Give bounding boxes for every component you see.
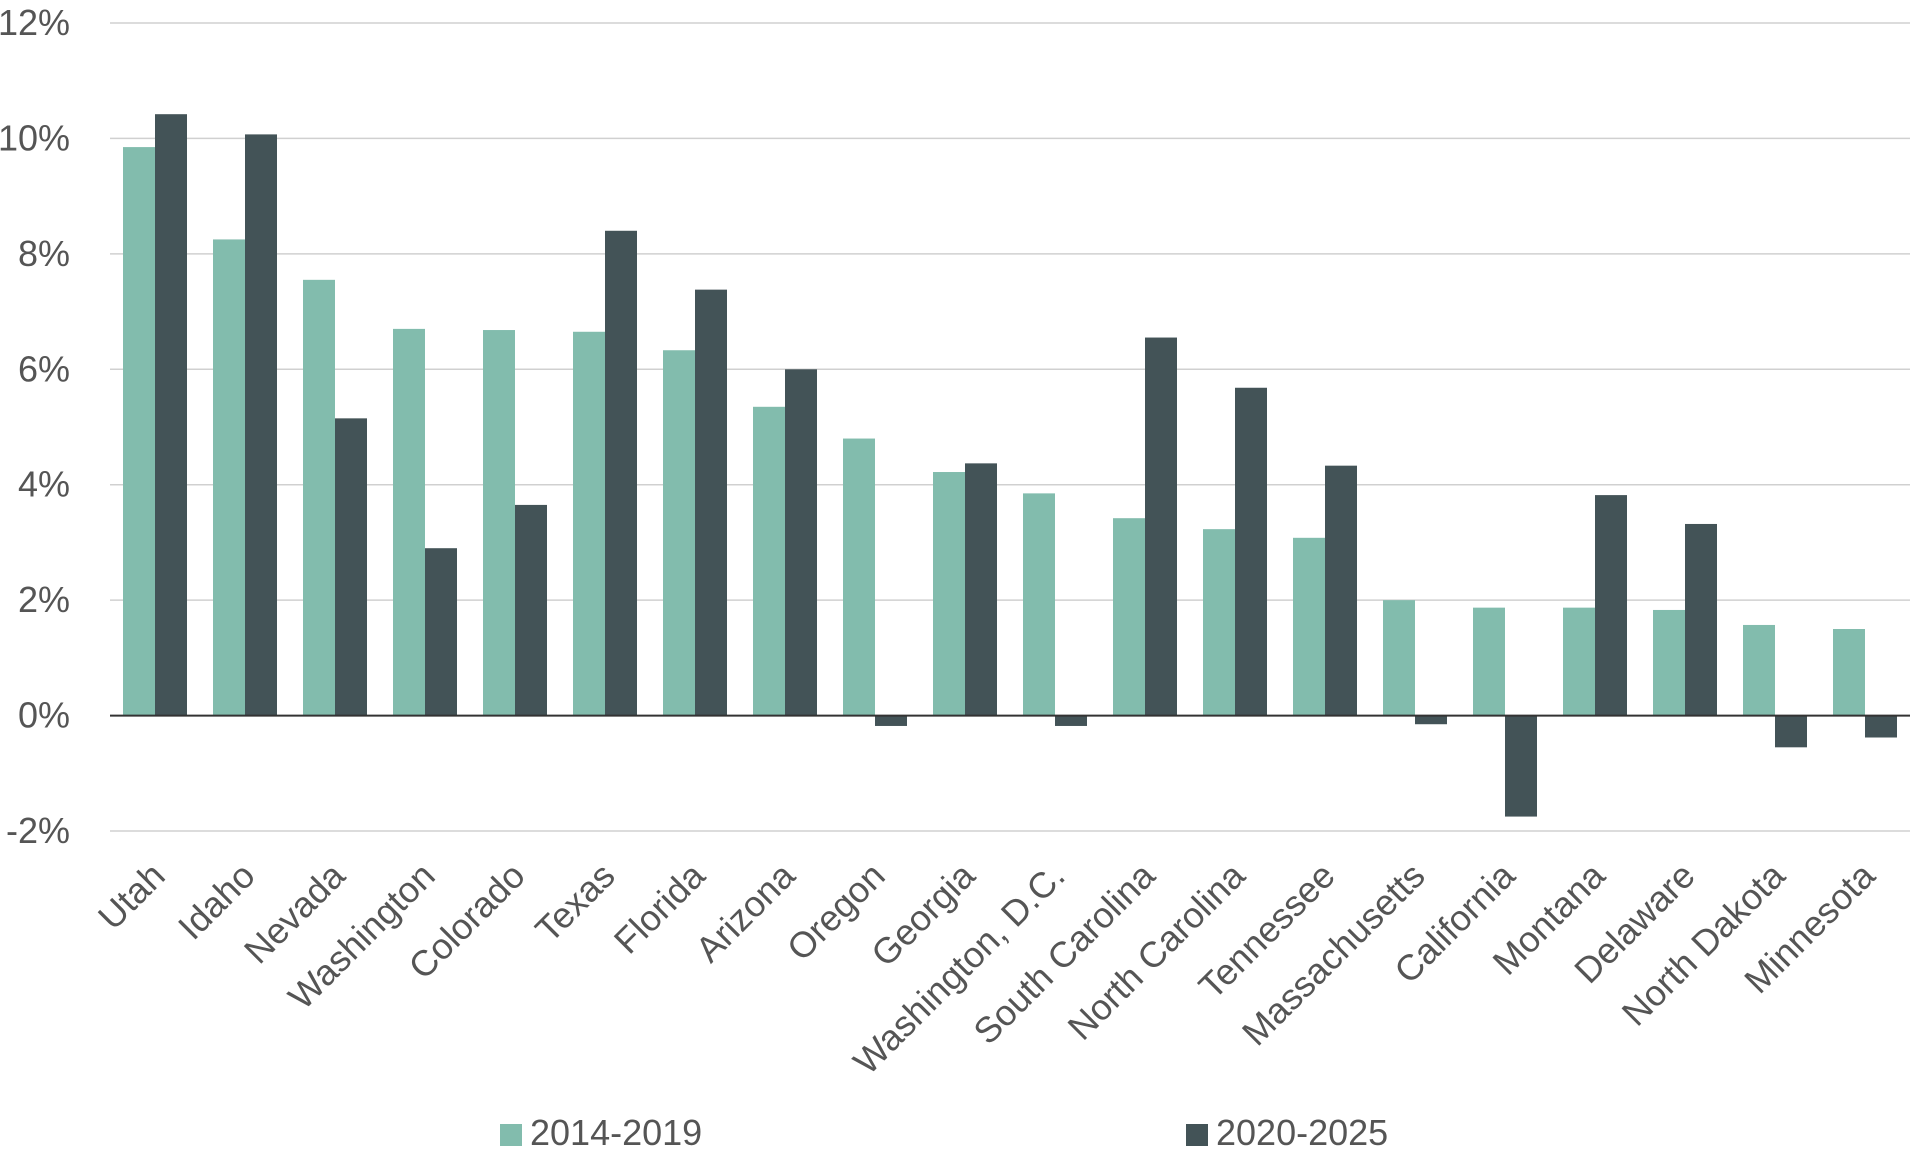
bar-2020-2025-Delaware <box>1685 523 1717 716</box>
bar-2014-2019-Utah <box>123 147 155 716</box>
y-tick-label: 12% <box>0 2 70 43</box>
bar-2014-2019-Idaho <box>213 239 245 716</box>
bar-2014-2019-Florida <box>663 350 695 716</box>
bar-2020-2025-Florida <box>695 289 727 716</box>
bar-2020-2025-Washington <box>425 548 457 716</box>
bar-2014-2019-Washington <box>393 328 425 716</box>
bar-2014-2019-Delaware <box>1653 609 1685 716</box>
bar-2014-2019-Washington, D.C. <box>1023 493 1055 716</box>
bar-2020-2025-Georgia <box>965 463 997 716</box>
bar-2020-2025-Tennessee <box>1325 465 1357 716</box>
bar-2020-2025-Colorado <box>515 504 547 716</box>
bar-2014-2019-Montana <box>1563 607 1595 716</box>
bar-2014-2019-Georgia <box>933 472 965 716</box>
bar-2020-2025-Minnesota <box>1865 715 1897 738</box>
bar-2014-2019-Colorado <box>483 330 515 716</box>
y-tick-label: 2% <box>18 579 70 620</box>
legend-label: 2020-2025 <box>1216 1112 1388 1153</box>
y-tick-label: 0% <box>18 695 70 736</box>
legend: 2014-2019 2020-2025 <box>500 1112 1388 1153</box>
y-axis-tick-labels: -2% 0% 2% 4% 6% 8% 10% 12% <box>0 2 70 851</box>
bar-2014-2019-Minnesota <box>1833 629 1865 716</box>
bar-2014-2019-Nevada <box>303 279 335 716</box>
bar-2020-2025-South Carolina <box>1145 337 1177 716</box>
bar-2014-2019-South Carolina <box>1113 518 1145 716</box>
bar-2020-2025-Washington, D.C. <box>1055 715 1087 726</box>
y-tick-label: 8% <box>18 233 70 274</box>
bar-2020-2025-Montana <box>1595 495 1627 716</box>
bar-2020-2025-Arizona <box>785 369 817 716</box>
bar-2020-2025-Idaho <box>245 134 277 716</box>
bar-2020-2025-Oregon <box>875 715 907 726</box>
bar-2014-2019-Massachusetts <box>1383 600 1415 716</box>
category-labels: UtahIdahoNevadaWashingtonColoradoTexasFl… <box>90 854 1883 1082</box>
bar-2020-2025-Nevada <box>335 418 367 716</box>
bar-2014-2019-North Dakota <box>1743 624 1775 716</box>
bar-2020-2025-Massachusetts <box>1415 715 1447 725</box>
legend-label: 2014-2019 <box>530 1112 702 1153</box>
bar-2020-2025-California <box>1505 715 1537 817</box>
y-tick-label: 4% <box>18 464 70 505</box>
bar-2014-2019-Texas <box>573 331 605 716</box>
bar-2020-2025-North Dakota <box>1775 715 1807 748</box>
y-tick-label: 10% <box>0 117 70 158</box>
y-tick-label: 6% <box>18 348 70 389</box>
bar-2020-2025-Texas <box>605 230 637 716</box>
bar-2014-2019-North Carolina <box>1203 529 1235 716</box>
bar-2014-2019-Tennessee <box>1293 537 1325 716</box>
bar-2020-2025-Utah <box>155 114 187 716</box>
gridlines <box>110 22 1910 832</box>
y-tick-label: -2% <box>6 810 70 851</box>
category-label: Arizona <box>687 854 803 970</box>
bar-2014-2019-California <box>1473 607 1505 716</box>
category-label: Utah <box>90 855 173 938</box>
legend-swatch <box>500 1124 522 1146</box>
bar-2014-2019-Oregon <box>843 438 875 716</box>
legend-swatch <box>1186 1124 1208 1146</box>
bars <box>123 114 1897 817</box>
bar-2020-2025-North Carolina <box>1235 387 1267 716</box>
bar-2014-2019-Arizona <box>753 406 785 716</box>
